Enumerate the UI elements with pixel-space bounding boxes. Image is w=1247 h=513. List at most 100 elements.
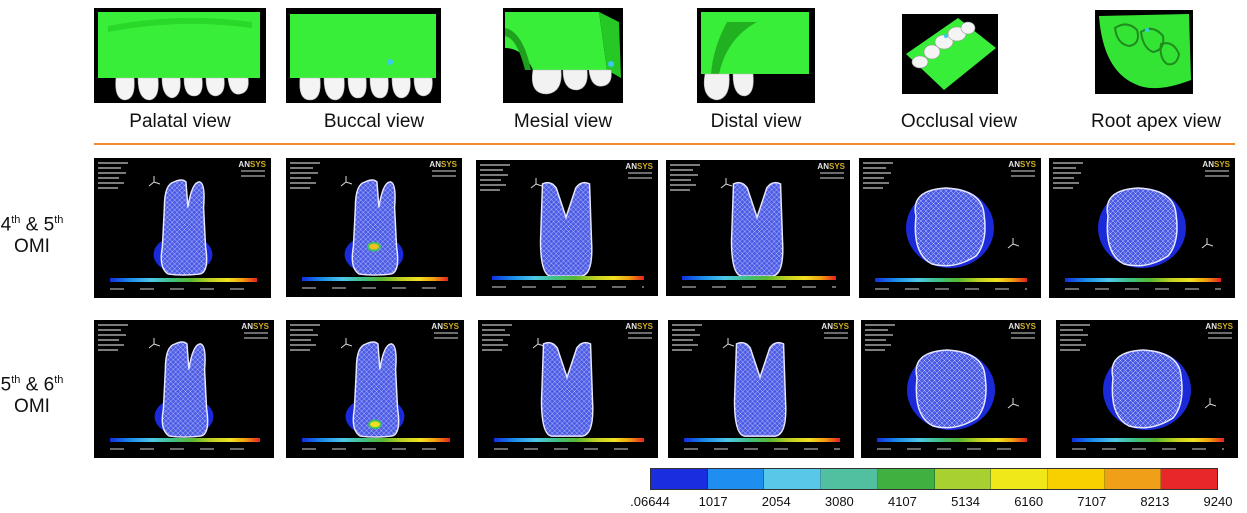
ansys-logo-prefix: AN — [429, 160, 441, 169]
ansys-logo-suffix: SYS — [636, 322, 653, 331]
ansys-logo-suffix: SYS — [1216, 322, 1233, 331]
ansys-logo: ANSYS — [1205, 322, 1233, 331]
ansys-logo-prefix: AN — [1008, 322, 1020, 331]
panel-scale-ticks — [684, 448, 840, 450]
tooth-mesh-model — [153, 179, 213, 276]
stress-panel-4-5-omi-mesial: ANSYS — [476, 160, 658, 296]
coordinate-axis-icon — [1201, 238, 1213, 249]
panel-color-scale — [302, 277, 448, 281]
panel-header-text — [1053, 162, 1083, 192]
stress-panel-5-6-omi-palatal: ANSYS — [94, 320, 274, 458]
stress-panel-4-5-omi-buccal: ANSYS — [286, 158, 462, 297]
legend-color-segment — [1104, 469, 1162, 489]
ansys-logo-suffix: SYS — [1213, 160, 1230, 169]
ansys-logo-prefix: AN — [821, 322, 833, 331]
ansys-logo-prefix: AN — [1205, 322, 1217, 331]
legend-tick-label: 3080 — [824, 494, 854, 509]
ansys-logo: ANSYS — [625, 322, 653, 331]
panel-date-text — [1208, 332, 1232, 342]
coordinate-axis-icon — [530, 178, 542, 189]
model-mesial-image — [503, 8, 623, 103]
panel-header-text — [290, 162, 320, 192]
ansys-logo-suffix: SYS — [249, 160, 266, 169]
panel-scale-ticks — [492, 286, 644, 288]
coordinate-axis-icon — [148, 338, 160, 349]
coordinate-axis-icon — [1204, 398, 1216, 409]
section-divider — [94, 143, 1235, 145]
ansys-logo: ANSYS — [1008, 322, 1036, 331]
view-label-mesial: Mesial view — [513, 111, 613, 132]
panel-scale-ticks — [110, 448, 260, 450]
ansys-logo: ANSYS — [1008, 160, 1036, 169]
panel-date-text — [628, 332, 652, 342]
ansys-logo-suffix: SYS — [832, 322, 849, 331]
legend-tick-label: 2054 — [761, 494, 791, 509]
panel-scale-ticks — [302, 448, 450, 450]
panel-color-scale — [875, 278, 1027, 282]
stress-panel-5-6-omi-root-apex: ANSYS — [1056, 320, 1238, 458]
ansys-logo: ANSYS — [625, 162, 653, 171]
model-palatal-image — [94, 8, 266, 103]
panel-date-text — [434, 332, 458, 342]
panel-header-text — [670, 164, 700, 194]
view-label-buccal: Buccal view — [323, 111, 425, 132]
legend-tick-label: .06644 — [630, 494, 670, 509]
panel-header-text — [863, 162, 893, 192]
legend-color-segment — [764, 469, 822, 489]
coordinate-axis-icon — [148, 176, 160, 187]
ansys-logo: ANSYS — [817, 162, 845, 171]
legend-color-segment — [991, 469, 1048, 489]
legend-color-segment — [877, 469, 935, 489]
panel-date-text — [1011, 170, 1035, 180]
stress-panel-5-6-omi-buccal: ANSYS — [286, 320, 464, 458]
stress-color-legend — [650, 468, 1218, 490]
legend-tick-label: 8213 — [1140, 494, 1170, 509]
panel-header-text — [482, 324, 512, 354]
tooth-mesh-model — [1098, 187, 1186, 268]
ansys-logo-suffix: SYS — [440, 160, 457, 169]
legend-tick-label: 9240 — [1203, 494, 1233, 509]
ansys-logo: ANSYS — [821, 322, 849, 331]
model-root-apex-image — [1095, 10, 1193, 94]
panel-date-text — [241, 170, 265, 180]
ansys-logo-suffix: SYS — [1019, 160, 1036, 169]
panel-date-text — [1011, 332, 1035, 342]
coordinate-axis-icon — [1007, 398, 1019, 409]
view-label-root-apex: Root apex view — [1091, 111, 1221, 132]
legend-tick-label: 6160 — [1014, 494, 1044, 509]
panel-header-text — [98, 324, 128, 354]
stress-panel-4-5-omi-palatal: ANSYS — [94, 158, 271, 298]
panel-header-text — [98, 162, 128, 192]
tooth-mesh-model — [539, 181, 593, 277]
legend-color-segment — [707, 469, 765, 489]
tooth-mesh-model — [906, 187, 994, 268]
ansys-logo: ANSYS — [431, 322, 459, 331]
panel-color-scale — [110, 438, 260, 442]
ansys-logo-prefix: AN — [1202, 160, 1214, 169]
tooth-mesh-model — [344, 179, 404, 276]
ansys-logo-prefix: AN — [431, 322, 443, 331]
panel-header-text — [672, 324, 702, 354]
tooth-mesh-model — [1103, 349, 1191, 430]
ansys-logo-prefix: AN — [625, 322, 637, 331]
panel-scale-ticks — [1072, 448, 1224, 450]
ansys-logo: ANSYS — [238, 160, 266, 169]
panel-color-scale — [1072, 438, 1224, 442]
panel-color-scale — [302, 438, 450, 442]
ansys-logo-prefix: AN — [817, 162, 829, 171]
ansys-logo-prefix: AN — [625, 162, 637, 171]
tooth-mesh-model — [907, 349, 995, 430]
panel-date-text — [628, 172, 652, 182]
view-label-palatal: Palatal view — [129, 111, 231, 132]
coordinate-axis-icon — [720, 178, 732, 189]
ansys-logo-prefix: AN — [241, 322, 253, 331]
panel-color-scale — [492, 276, 644, 280]
panel-date-text — [244, 332, 268, 342]
coordinate-axis-icon — [722, 338, 734, 349]
stress-panel-5-6-omi-mesial: ANSYS — [478, 320, 658, 458]
ansys-logo-suffix: SYS — [442, 322, 459, 331]
stress-panel-5-6-omi-distal: ANSYS — [668, 320, 854, 458]
model-occlusal-image — [902, 14, 998, 94]
panel-color-scale — [877, 438, 1027, 442]
panel-scale-ticks — [494, 448, 644, 450]
